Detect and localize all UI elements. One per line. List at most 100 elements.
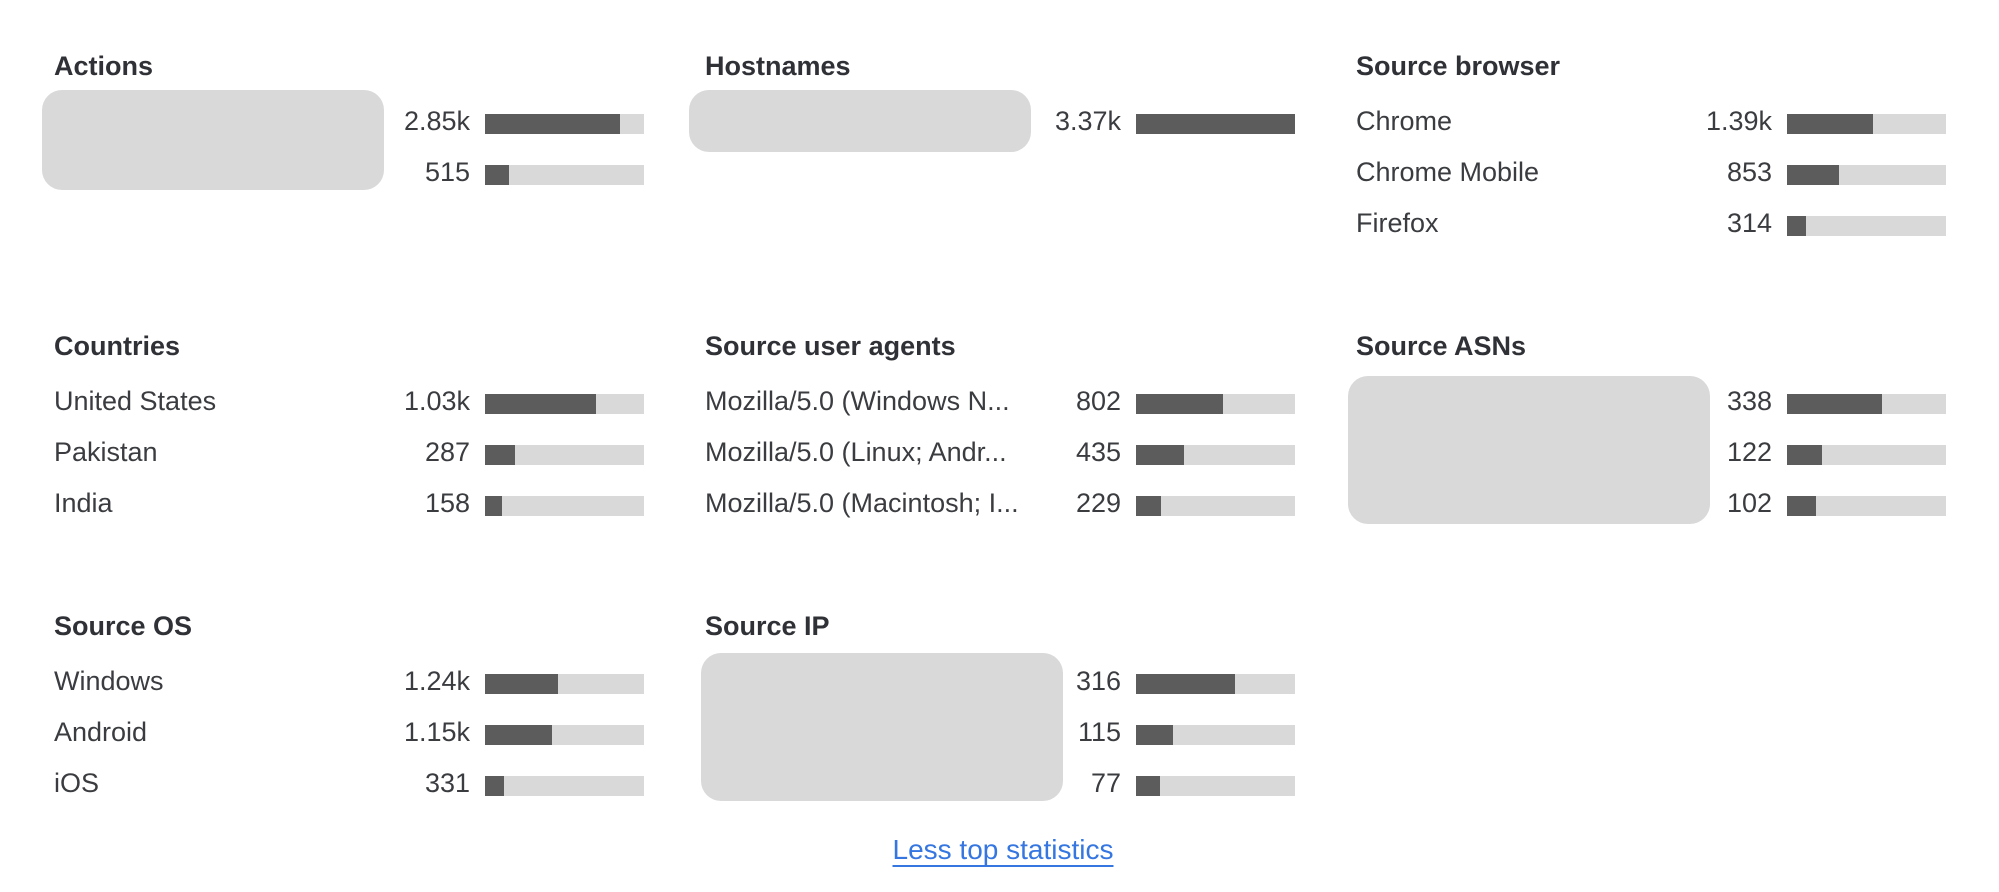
stat-bar [485, 674, 644, 694]
stat-row[interactable]: Pakistan 287 [54, 435, 644, 469]
stat-bar-fill [1787, 216, 1807, 236]
stat-row[interactable]: Chrome Mobile 853 [1356, 155, 1946, 189]
stat-bar-fill [1136, 445, 1184, 465]
stat-row[interactable]: Android 1.15k [54, 715, 644, 749]
stat-bar-fill [1136, 725, 1173, 745]
stat-bar-fill [1136, 496, 1162, 516]
stat-row[interactable]: 2.85k [54, 104, 644, 138]
stat-row[interactable]: 115 [705, 715, 1295, 749]
panel-title: Source IP [705, 611, 830, 641]
stat-bar-fill [1787, 394, 1883, 414]
stat-row[interactable]: Mozilla/5.0 (Windows N... 802 [705, 384, 1295, 418]
stat-bar [1787, 445, 1946, 465]
stat-value: 316 [1075, 666, 1121, 696]
stat-bar [1136, 776, 1295, 796]
stat-row[interactable]: Mozilla/5.0 (Linux; Andr... 435 [705, 435, 1295, 469]
stat-row[interactable]: 338 [1356, 384, 1946, 418]
stat-bar-fill [485, 674, 559, 694]
stat-label: Mozilla/5.0 (Windows N... [705, 386, 1010, 416]
stat-bar [1136, 394, 1295, 414]
stat-value: 1.39k [1705, 106, 1772, 136]
stat-value: 314 [1726, 208, 1772, 238]
stat-row[interactable]: 122 [1356, 435, 1946, 469]
stat-value: 122 [1726, 437, 1772, 467]
stat-row[interactable]: 316 [705, 664, 1295, 698]
stat-label: Firefox [1356, 208, 1439, 238]
stat-bar-fill [1136, 674, 1235, 694]
stat-bar [1787, 114, 1946, 134]
stat-row[interactable]: 102 [1356, 486, 1946, 520]
stat-bar [1787, 496, 1946, 516]
stat-row[interactable]: Firefox 314 [1356, 206, 1946, 240]
stat-label: United States [54, 386, 217, 416]
stat-bar-fill [1136, 776, 1160, 796]
panel-title: Actions [54, 51, 154, 81]
stat-bar-fill [485, 776, 505, 796]
stat-value: 229 [1075, 488, 1121, 518]
stat-bar [485, 114, 644, 134]
stat-label: India [54, 488, 113, 518]
stat-bar-fill [485, 114, 621, 134]
stat-bar-fill [1787, 496, 1816, 516]
stat-bar-fill [485, 496, 503, 516]
stat-bar-fill [485, 165, 509, 185]
stat-value: 287 [424, 437, 470, 467]
stat-bar [1787, 165, 1946, 185]
stat-bar-fill [485, 445, 516, 465]
stat-bar-fill [1136, 394, 1224, 414]
stat-label: Chrome Mobile [1356, 157, 1540, 187]
stat-value: 115 [1077, 717, 1121, 747]
stat-bar [485, 445, 644, 465]
panel-title: Source ASNs [1356, 331, 1527, 361]
stat-row[interactable]: Chrome 1.39k [1356, 104, 1946, 138]
stat-value: 1.24k [403, 666, 470, 696]
stat-bar [485, 394, 644, 414]
panel-title: Source user agents [705, 331, 956, 361]
stat-bar [485, 776, 644, 796]
stat-label: Mozilla/5.0 (Linux; Andr... [705, 437, 1007, 467]
stat-bar [485, 165, 644, 185]
stat-value: 102 [1726, 488, 1772, 518]
stat-row[interactable]: United States 1.03k [54, 384, 644, 418]
panel-title: Source OS [54, 611, 193, 641]
stat-bar [1136, 496, 1295, 516]
stat-value: 331 [424, 768, 470, 798]
stat-bar [485, 496, 644, 516]
stat-row[interactable]: India 158 [54, 486, 644, 520]
stat-label: Mozilla/5.0 (Macintosh; I... [705, 488, 1019, 518]
stat-bar [1136, 674, 1295, 694]
stat-value: 1.03k [403, 386, 470, 416]
stat-row[interactable]: Mozilla/5.0 (Macintosh; I... 229 [705, 486, 1295, 520]
stat-row[interactable]: iOS 331 [54, 766, 644, 800]
stat-row[interactable]: 3.37k [705, 104, 1295, 138]
redacted-labels [42, 90, 384, 190]
stat-bar-fill [485, 725, 552, 745]
stat-row[interactable]: 515 [54, 155, 644, 189]
stat-value: 77 [1090, 768, 1121, 798]
stat-bar [1787, 216, 1946, 236]
redacted-labels [1348, 376, 1710, 524]
stat-row[interactable]: Windows 1.24k [54, 664, 644, 698]
stat-value: 515 [424, 157, 470, 187]
stat-value: 158 [424, 488, 470, 518]
stat-bar-fill [1787, 445, 1822, 465]
stat-bar [1136, 114, 1295, 134]
stat-label: Pakistan [54, 437, 158, 467]
stat-bar-fill [485, 394, 597, 414]
stat-value: 435 [1075, 437, 1121, 467]
redacted-labels [689, 90, 1031, 152]
less-top-statistics-link[interactable]: Less top statistics [892, 834, 1114, 865]
stat-bar-fill [1136, 114, 1295, 134]
stat-label: Windows [54, 666, 164, 696]
panel-title: Hostnames [705, 51, 851, 81]
redacted-labels [701, 653, 1063, 801]
stat-bar-fill [1787, 114, 1873, 134]
stat-label: Chrome [1356, 106, 1453, 136]
stat-bar [1136, 445, 1295, 465]
stat-row[interactable]: 77 [705, 766, 1295, 800]
panel-title: Countries [54, 331, 181, 361]
stat-label: Android [54, 717, 148, 747]
stat-bar [1787, 394, 1946, 414]
panel-title: Source browser [1356, 51, 1561, 81]
